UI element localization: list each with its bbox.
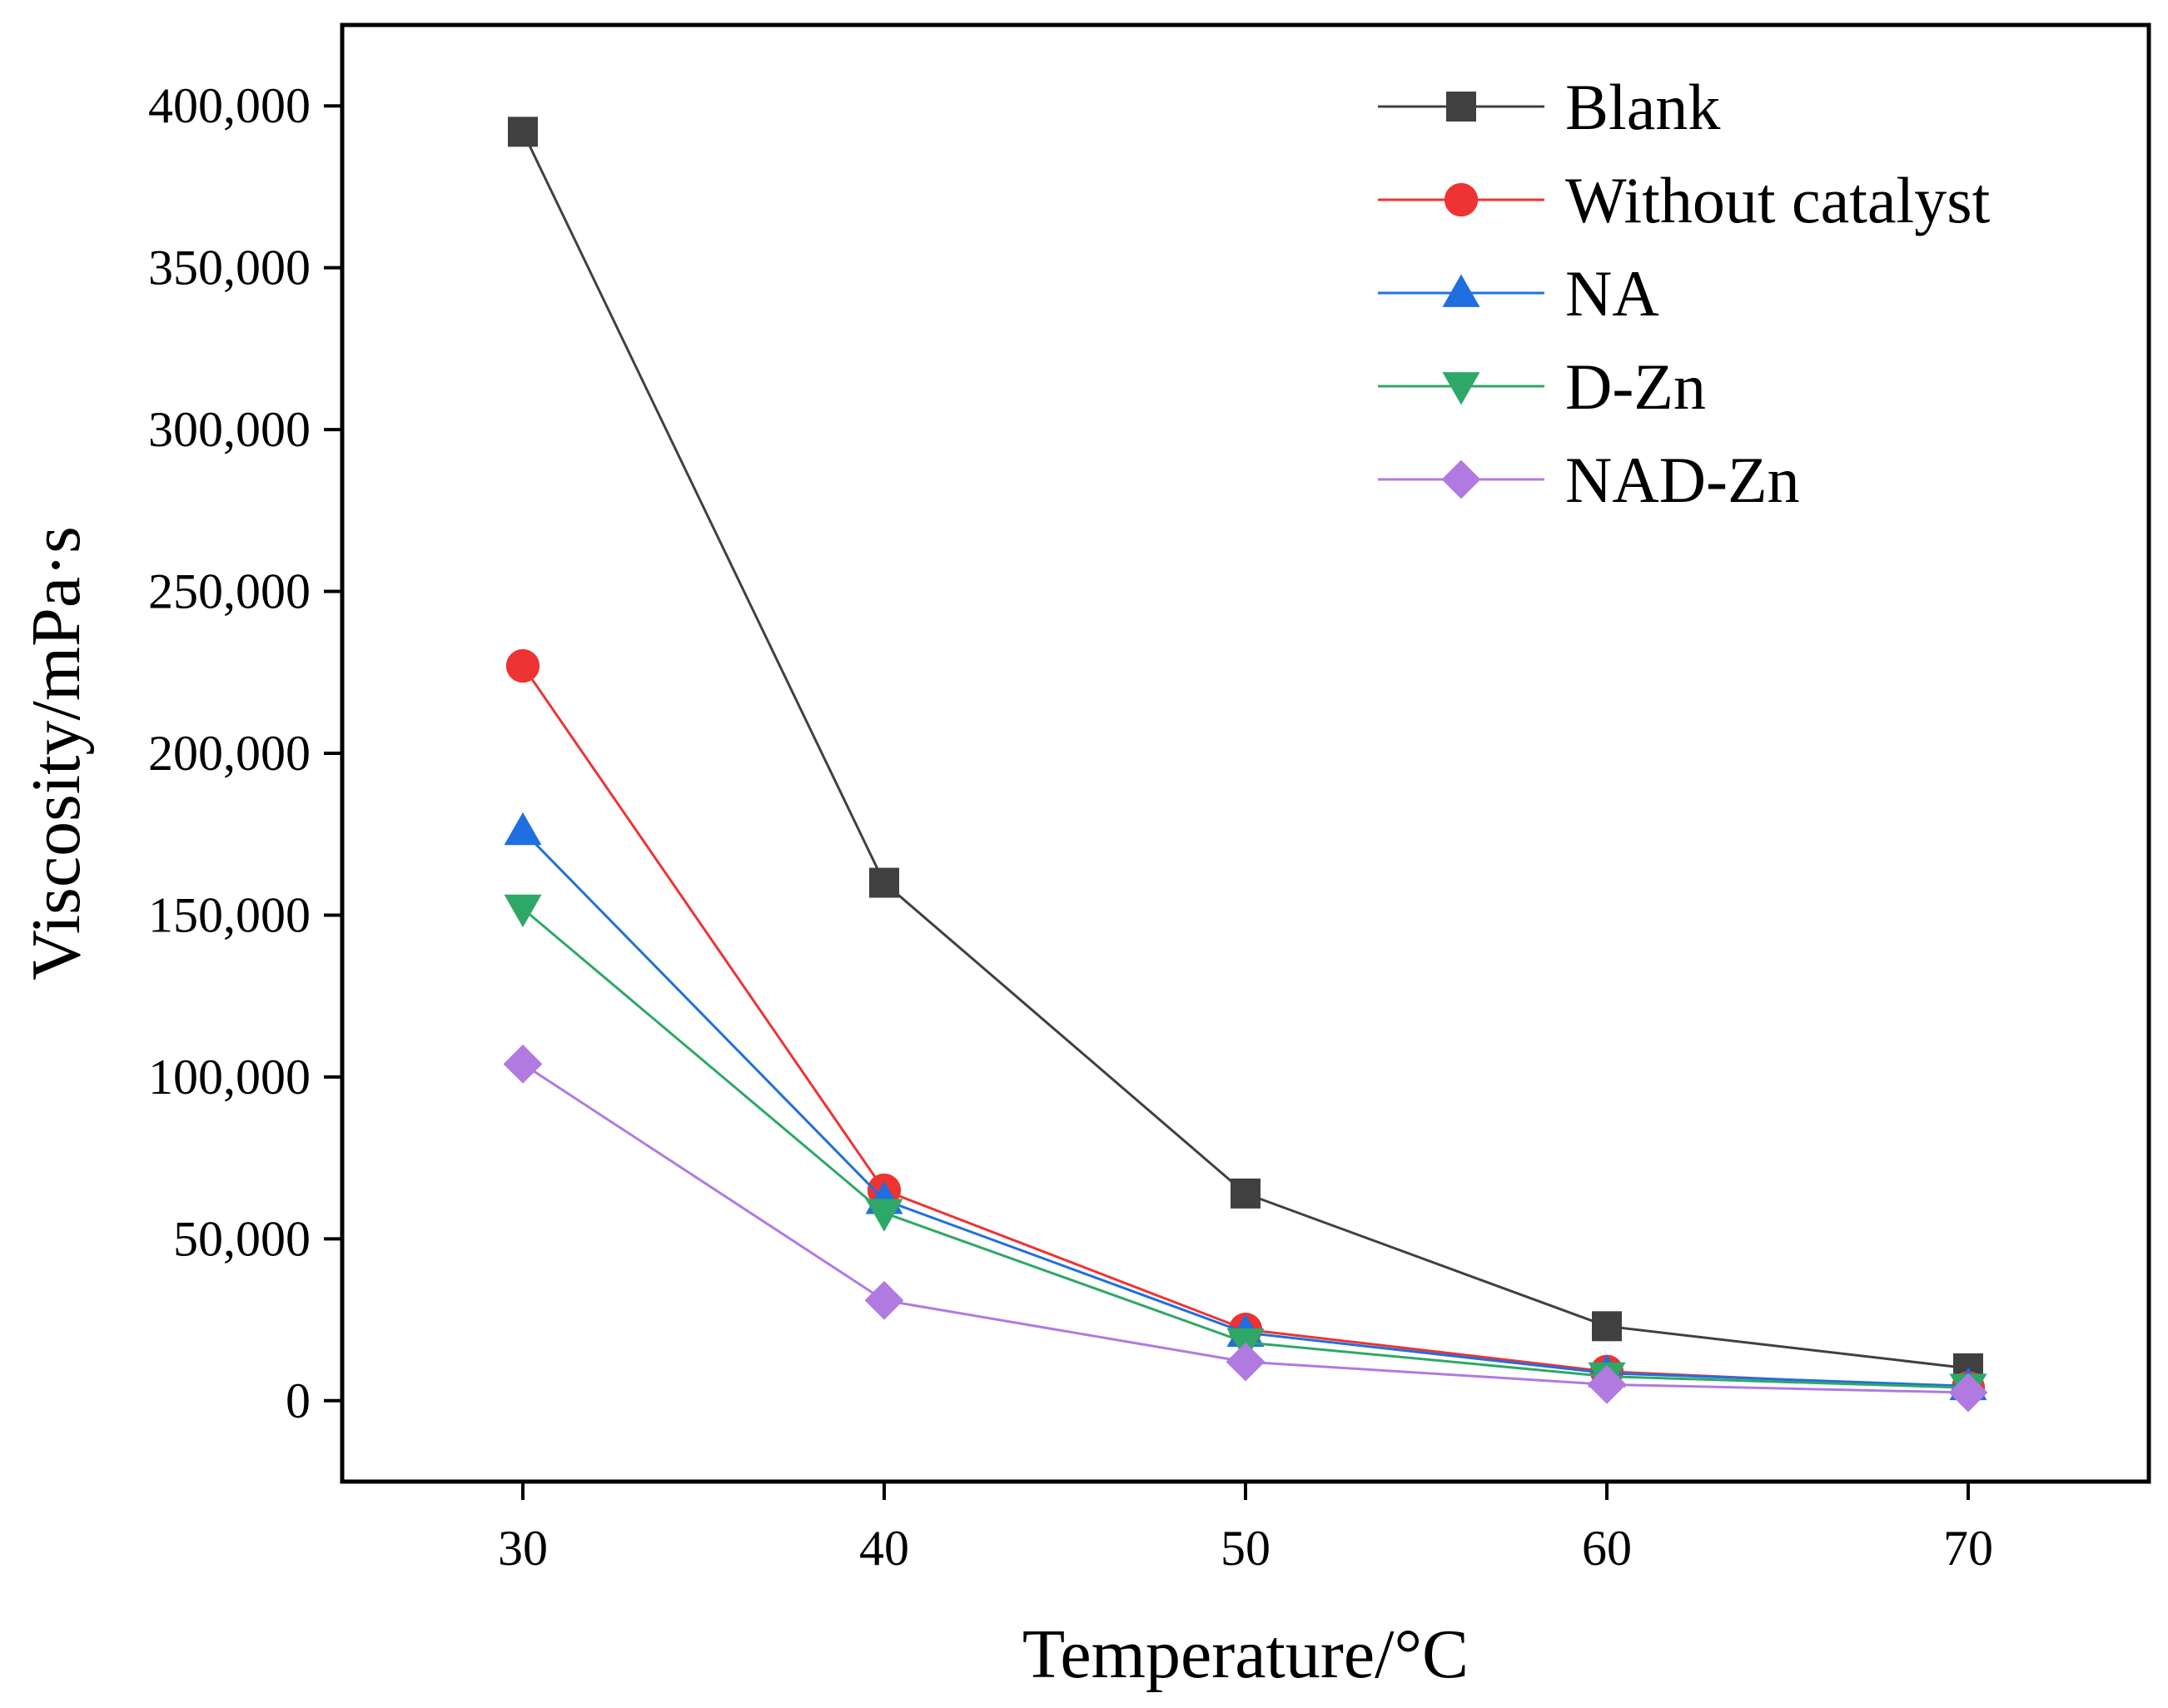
y-axis-title: Viscosity/mPa·s <box>17 526 95 981</box>
data-point <box>504 894 542 928</box>
data-point <box>503 1044 543 1084</box>
legend-marker <box>1442 274 1480 307</box>
legend-marker <box>1446 92 1476 122</box>
series-nad-zn <box>503 1044 1988 1413</box>
y-tick-label: 100,000 <box>148 1050 311 1105</box>
series-blank <box>508 117 1983 1383</box>
data-point <box>508 117 538 147</box>
legend-item: D-Zn <box>1378 350 1706 423</box>
y-tick-label: 150,000 <box>148 887 311 942</box>
x-axis: 30 40 50 60 70 <box>498 1482 1993 1576</box>
legend-label: NAD-Zn <box>1565 444 1800 516</box>
legend-marker <box>1441 459 1481 499</box>
legend-label: Without catalyst <box>1565 164 1991 236</box>
y-tick-label: 200,000 <box>148 726 311 781</box>
data-point <box>1592 1311 1622 1342</box>
x-axis-title: Temperature/°C <box>1022 1616 1469 1693</box>
y-axis: 0 50,000 100,000 150,000 200,000 250,000 300,0… <box>148 78 342 1428</box>
y-tick-label: 0 <box>286 1373 311 1428</box>
legend-marker <box>1442 372 1480 405</box>
legend-label: D-Zn <box>1565 350 1706 423</box>
data-point <box>864 1280 904 1320</box>
data-point <box>865 1199 903 1232</box>
data-point <box>504 812 542 846</box>
y-tick-label: 50,000 <box>173 1211 311 1266</box>
legend-label: NA <box>1565 257 1659 330</box>
x-tick-label: 70 <box>1943 1521 1993 1576</box>
y-tick-label: 250,000 <box>148 564 311 619</box>
y-tick-label: 400,000 <box>148 78 311 133</box>
data-point <box>505 648 540 683</box>
data-point <box>869 867 899 898</box>
legend-item: Blank <box>1378 71 1720 143</box>
y-tick-label: 300,000 <box>148 402 311 457</box>
legend-label: Blank <box>1565 71 1720 143</box>
y-tick-label: 350,000 <box>148 241 311 295</box>
legend-item: Without catalyst <box>1378 164 1991 236</box>
x-tick-label: 40 <box>859 1521 909 1576</box>
x-tick-label: 50 <box>1221 1521 1270 1576</box>
legend-marker <box>1444 182 1479 217</box>
data-point <box>1948 1373 1988 1413</box>
x-tick-label: 30 <box>498 1521 548 1576</box>
x-tick-label: 60 <box>1582 1521 1632 1576</box>
data-point <box>1587 1364 1627 1404</box>
data-point <box>1231 1178 1261 1209</box>
legend-item: NAD-Zn <box>1378 444 1800 516</box>
legend-item: NA <box>1378 257 1659 330</box>
data-point <box>1226 1342 1265 1382</box>
series-group <box>503 117 1988 1413</box>
